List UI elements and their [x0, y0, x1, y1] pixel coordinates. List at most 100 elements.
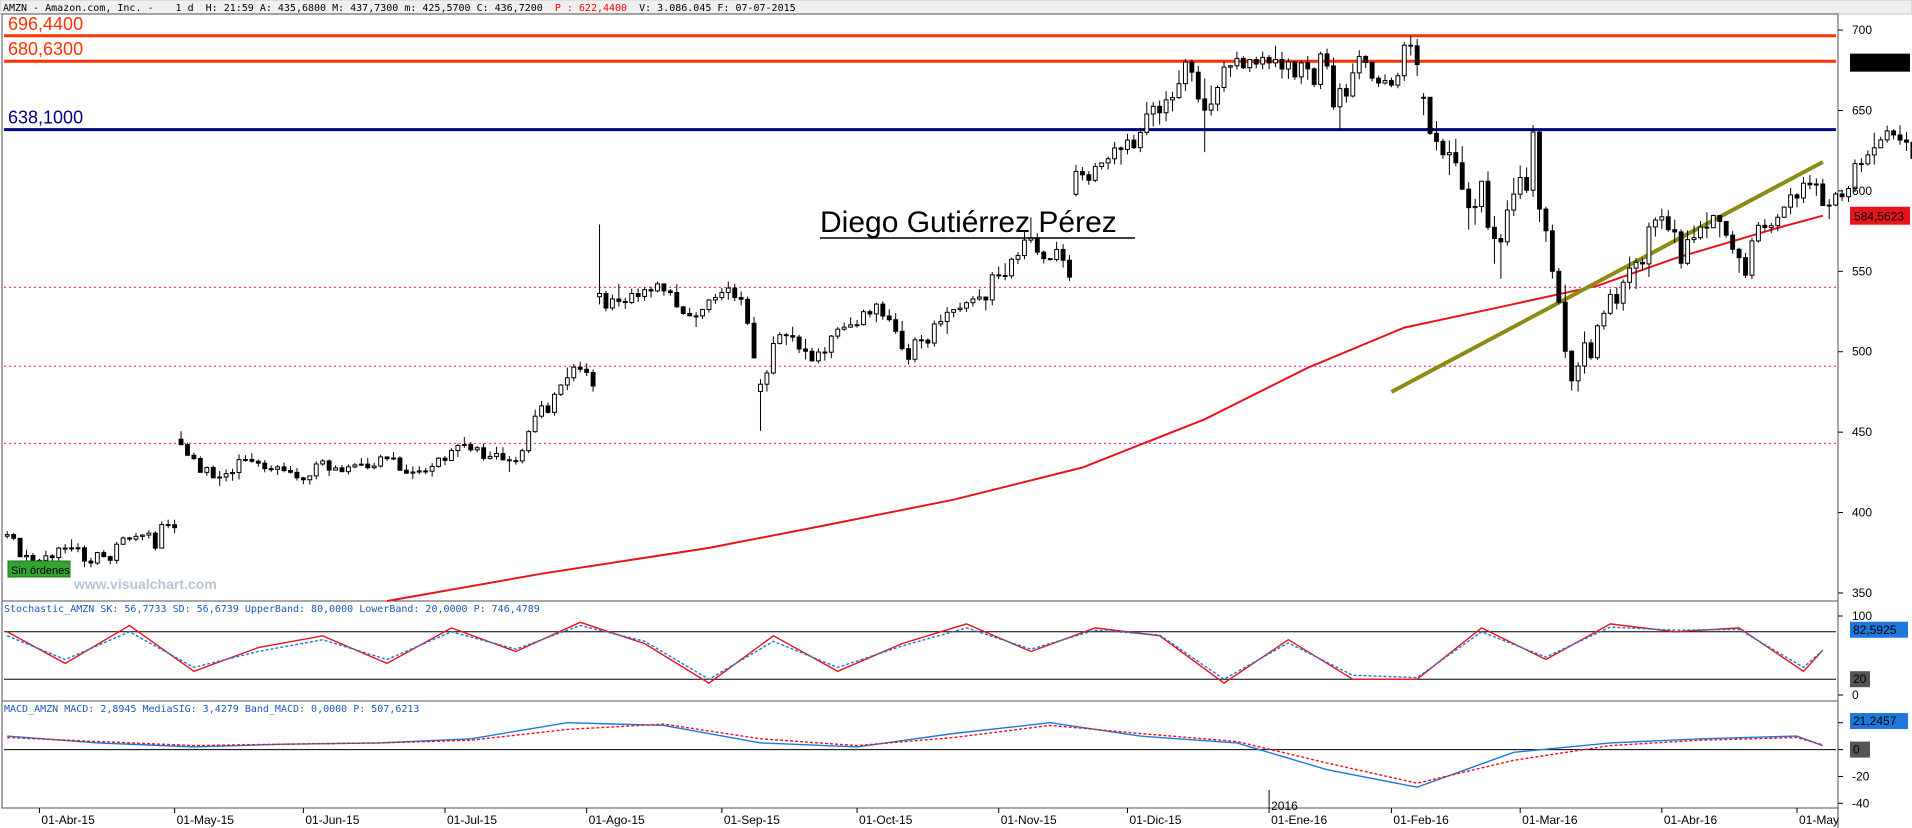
candle[interactable]	[1350, 72, 1356, 97]
candle[interactable]	[1588, 342, 1594, 359]
candle[interactable]	[1717, 215, 1723, 222]
candle[interactable]	[712, 297, 718, 301]
candle[interactable]	[1382, 80, 1388, 84]
candle[interactable]	[204, 467, 210, 473]
candle[interactable]	[577, 366, 583, 370]
candle[interactable]	[1749, 240, 1755, 276]
candle[interactable]	[635, 293, 641, 297]
candle[interactable]	[133, 535, 139, 540]
candle[interactable]	[609, 298, 615, 309]
candle[interactable]	[642, 289, 648, 297]
candle[interactable]	[281, 466, 287, 472]
candle[interactable]	[629, 293, 635, 304]
candle[interactable]	[1234, 57, 1240, 67]
candle[interactable]	[1067, 259, 1072, 278]
candle[interactable]	[1388, 80, 1394, 86]
candle[interactable]	[236, 459, 242, 474]
candle[interactable]	[43, 555, 49, 561]
candle[interactable]	[191, 454, 197, 460]
candle[interactable]	[513, 460, 519, 463]
candle[interactable]	[1781, 206, 1787, 218]
candle[interactable]	[835, 328, 841, 337]
candle[interactable]	[783, 334, 789, 337]
candle[interactable]	[1343, 88, 1349, 97]
candle[interactable]	[1434, 132, 1439, 142]
candle[interactable]	[1537, 131, 1542, 210]
candle[interactable]	[976, 296, 982, 300]
candle[interactable]	[1826, 204, 1832, 207]
candle[interactable]	[1459, 162, 1465, 190]
candle[interactable]	[1376, 77, 1381, 84]
candle[interactable]	[223, 473, 229, 478]
candle[interactable]	[532, 415, 538, 433]
candle[interactable]	[751, 322, 757, 359]
candle[interactable]	[899, 330, 905, 350]
candle[interactable]	[1086, 174, 1092, 181]
candle[interactable]	[365, 463, 371, 469]
candle[interactable]	[680, 306, 686, 314]
candle[interactable]	[1105, 158, 1111, 164]
candle[interactable]	[1022, 239, 1027, 257]
candle[interactable]	[964, 302, 969, 309]
candle[interactable]	[1775, 216, 1781, 227]
candle[interactable]	[1504, 209, 1510, 243]
candle[interactable]	[616, 298, 622, 302]
candle[interactable]	[62, 547, 68, 550]
candle[interactable]	[1556, 270, 1562, 303]
candle[interactable]	[1524, 177, 1530, 191]
candle[interactable]	[1813, 183, 1819, 186]
candle[interactable]	[1665, 216, 1671, 231]
candle[interactable]	[1640, 261, 1645, 265]
candle[interactable]	[346, 466, 351, 473]
candle[interactable]	[1099, 162, 1105, 167]
candle[interactable]	[146, 532, 152, 536]
candle[interactable]	[1511, 193, 1517, 211]
candle[interactable]	[706, 299, 712, 310]
candle[interactable]	[1163, 99, 1169, 114]
candle[interactable]	[1569, 350, 1575, 382]
candle[interactable]	[88, 560, 94, 564]
candle[interactable]	[1723, 220, 1729, 236]
candle[interactable]	[1659, 216, 1665, 221]
candle[interactable]	[1131, 139, 1137, 149]
candle[interactable]	[1530, 131, 1536, 191]
candle[interactable]	[1910, 141, 1912, 159]
candle[interactable]	[24, 554, 29, 558]
candle[interactable]	[101, 552, 107, 558]
candle[interactable]	[590, 371, 596, 387]
candle[interactable]	[69, 547, 75, 550]
candle[interactable]	[1285, 61, 1291, 70]
candle[interactable]	[1801, 182, 1806, 199]
candle[interactable]	[790, 335, 796, 338]
candle[interactable]	[1743, 257, 1748, 276]
candle[interactable]	[1904, 139, 1909, 143]
candle[interactable]	[1633, 261, 1639, 269]
candle[interactable]	[1266, 56, 1272, 64]
candle[interactable]	[339, 467, 345, 473]
candle[interactable]	[745, 298, 751, 324]
candle[interactable]	[30, 554, 36, 561]
candle[interactable]	[1897, 134, 1903, 141]
candle[interactable]	[1247, 59, 1253, 69]
candle[interactable]	[468, 444, 474, 451]
candle[interactable]	[1356, 55, 1362, 74]
candle[interactable]	[500, 453, 506, 461]
candle[interactable]	[996, 274, 1002, 277]
candle[interactable]	[333, 467, 338, 471]
candle[interactable]	[1755, 224, 1761, 242]
candle[interactable]	[545, 405, 551, 413]
candles[interactable]	[4, 35, 1912, 568]
candle[interactable]	[255, 460, 261, 464]
candle[interactable]	[777, 334, 783, 345]
candle[interactable]	[809, 350, 815, 362]
candle[interactable]	[230, 472, 235, 475]
candle[interactable]	[1691, 237, 1697, 241]
candle[interactable]	[687, 312, 693, 317]
candle[interactable]	[1060, 248, 1066, 261]
candle[interactable]	[494, 453, 499, 457]
candle[interactable]	[571, 366, 577, 379]
candle[interactable]	[1485, 180, 1491, 228]
candle[interactable]	[397, 457, 403, 471]
candle[interactable]	[1395, 75, 1401, 86]
